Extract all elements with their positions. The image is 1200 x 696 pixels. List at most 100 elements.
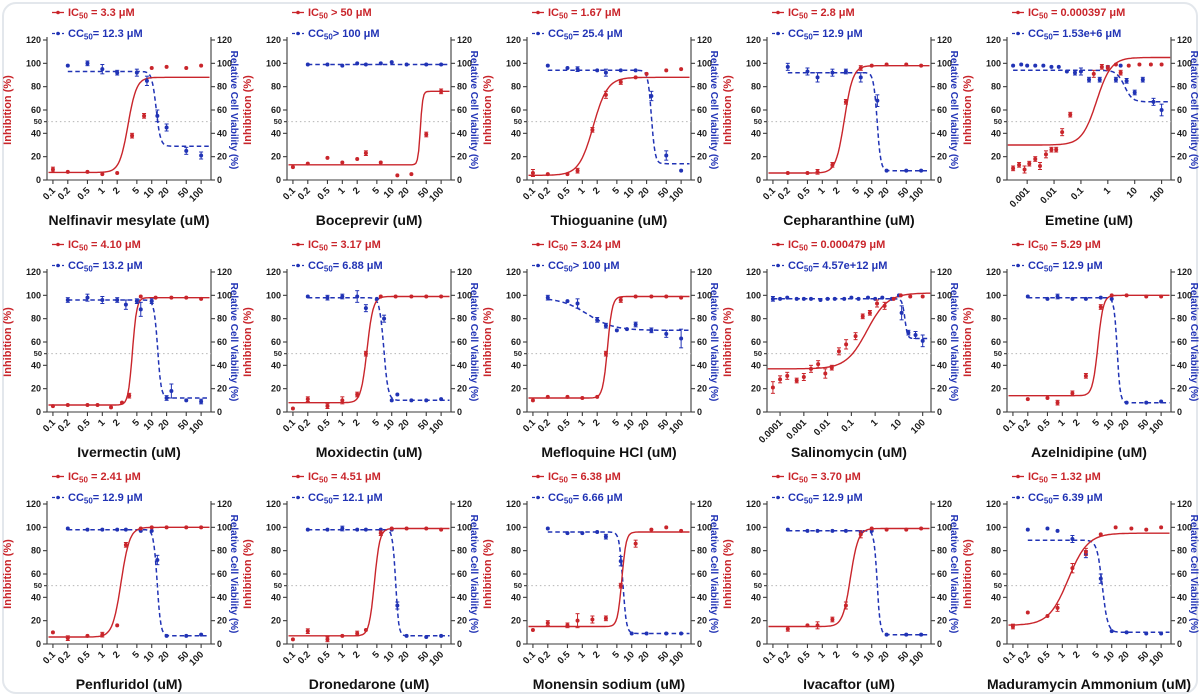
data-point [149,528,154,533]
x-tick-label: 5 [1090,649,1102,661]
data-point [545,295,550,300]
data-point [904,527,909,532]
y-tick-label-left: 80 [511,546,521,556]
axes [43,501,215,645]
y-tick-label-right: 100 [697,290,712,300]
left-axis-title: Inhibition (%) [242,307,254,377]
legend-ic50: IC50 > 50 μM [292,7,372,21]
x-tick-label: 0.2 [1016,649,1033,666]
data-point [1148,62,1153,67]
data-point [633,322,638,327]
x-axis-title: Cepharanthine (uM) [783,212,914,228]
chart-panel-13: 0 0 20 20 40 40 60 60 80 80 100 100 120 120 50 0.1 0.2 0.… [480,464,720,696]
data-point [138,526,143,531]
y-tick-label-left: 40 [991,128,1001,138]
data-point [805,528,810,533]
data-point [823,371,828,376]
data-point [1124,293,1129,298]
cc50-points [65,293,204,405]
y-tick-label-left: 20 [511,384,521,394]
data-point [424,62,429,67]
data-point [374,296,379,301]
data-point [849,295,854,300]
data-point [880,295,885,300]
data-point [325,155,330,160]
y-tick-label-right: 20 [457,384,467,394]
data-point [1159,294,1164,299]
data-point [858,66,863,70]
y-tick-label-right: 120 [937,267,952,277]
x-tick-label: 10 [622,649,637,664]
x-tick-label: 1 [1101,185,1113,197]
data-point [305,294,310,299]
y-tick-label-left: 80 [31,546,41,556]
y-tick-label-left: 0 [276,407,281,417]
ic50-points [785,62,924,175]
y-mid-tick-label: 50 [34,117,42,126]
y-tick-label-right: 100 [937,58,952,68]
data-point [830,617,835,622]
data-point [867,310,872,315]
y-tick-label-right: 60 [697,105,707,115]
data-point [633,294,638,299]
x-tick-label: 0.5 [75,185,93,203]
y-tick-label-right: 0 [457,407,462,417]
y-tick-label-left: 20 [511,152,521,162]
data-point [1159,525,1164,530]
data-point [875,98,880,103]
x-tick-label: 0.2 [56,185,73,202]
y-tick-label-left: 60 [31,337,41,347]
right-axis-title: Relative Cell Viability (%) [228,515,239,634]
data-point [919,63,924,68]
y-tick-label-left: 100 [506,522,521,532]
y-tick-label-right: 100 [937,522,952,532]
left-axis-title: Inhibition (%) [962,307,974,377]
ic50-points [770,293,925,394]
legend-ic50: IC50 = 6.38 μM [532,471,621,485]
y-tick-label-left: 40 [271,592,281,602]
data-point [808,366,813,371]
x-tick-label: 5 [850,649,862,661]
y-tick-label-right: 20 [937,152,947,162]
y-tick-label-left: 0 [516,639,521,649]
legend-cc50: CC50> 100 μM [292,28,380,42]
y-mid-tick-label: 50 [514,581,522,590]
data-point [164,633,169,638]
data-point [633,68,638,73]
data-point [100,527,105,532]
legend-ic50: IC50 = 2.8 μM [772,7,855,21]
chart-panel-6: 0 0 20 20 40 40 60 60 80 80 100 100 120 120 50 0.1 0.2 0.… [0,232,240,464]
legend-ic50: IC50 = 3.17 μM [292,239,381,253]
left-axis-title: Inhibition (%) [242,75,254,145]
y-tick-label-right: 20 [1177,384,1187,394]
x-tick-label: 100 [667,185,686,204]
x-tick-label: 20 [636,649,651,664]
x-tick-label: 1 [96,185,108,197]
y-tick-label-right: 40 [457,592,467,602]
svg-text:CC50= 12.3 μM: CC50= 12.3 μM [68,28,143,42]
data-point [770,385,775,390]
y-tick-label-right: 20 [1177,616,1187,626]
data-point [115,527,120,532]
y-tick-label-left: 0 [756,407,761,417]
y-tick-label-left: 60 [31,105,41,115]
x-tick-label: 0.01 [1038,185,1059,206]
y-tick-label-left: 20 [31,152,41,162]
x-tick-label: 100 [187,185,206,204]
ic50-curve [288,527,450,637]
axes [1003,501,1175,645]
y-tick-label-left: 60 [511,105,521,115]
y-tick-label-right: 80 [1177,314,1187,324]
data-point [1087,77,1092,82]
y-tick-label-left: 40 [991,592,1001,602]
data-point [679,295,684,300]
y-tick-label-right: 0 [457,639,462,649]
chart-panel-15: 0 0 20 20 40 40 60 60 80 80 100 100 120 120 50 0.1 0.2 0.… [960,464,1200,696]
x-tick-label: 0.2 [536,649,553,666]
y-tick-label-right: 80 [217,314,227,324]
x-tick-label: 100 [907,185,926,204]
y-tick-label-left: 20 [991,152,1001,162]
